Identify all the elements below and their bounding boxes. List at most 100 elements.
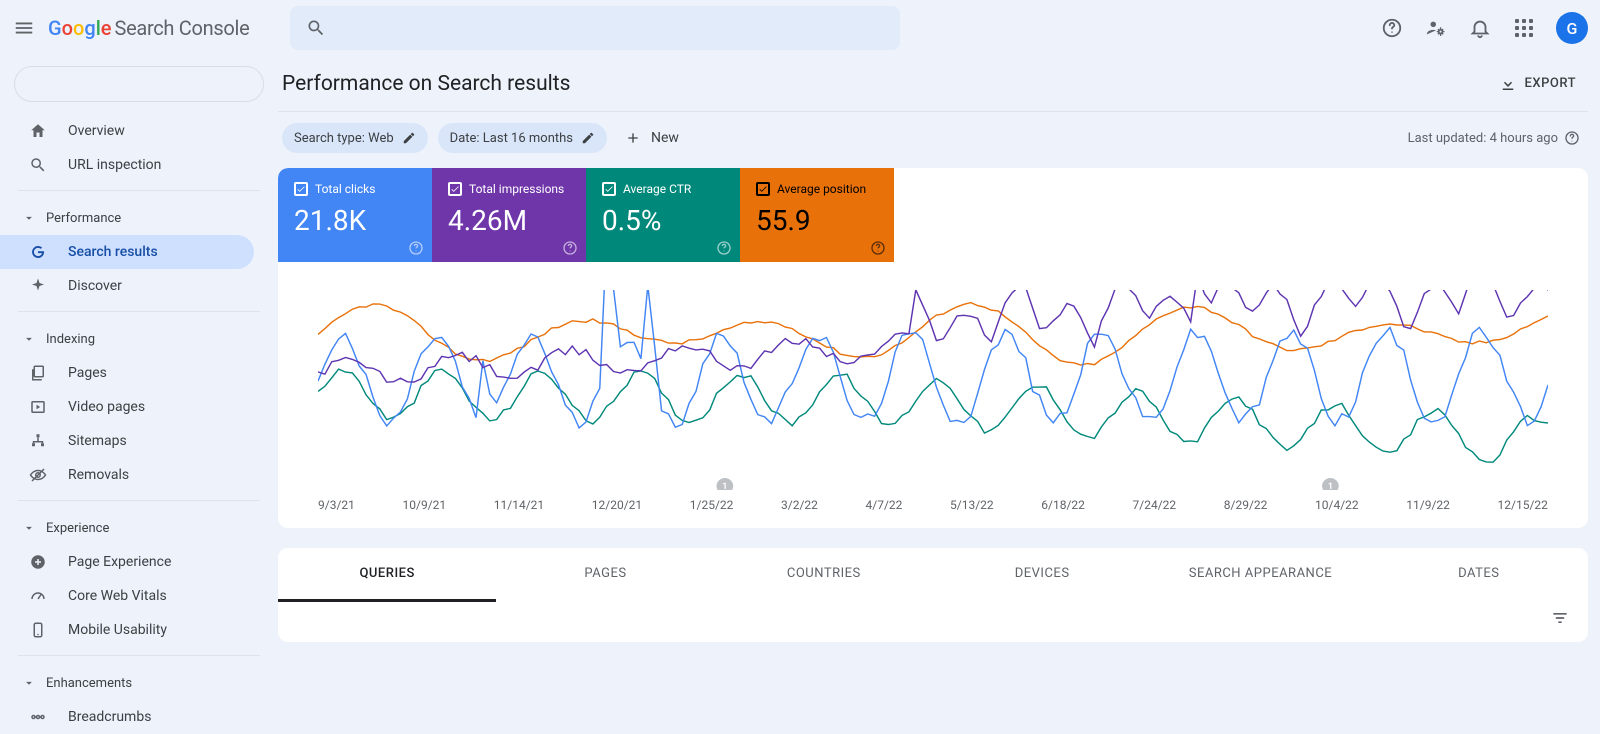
property-selector[interactable] [14,66,264,102]
appbar-right: G [1380,12,1588,44]
metric-label: Total impressions [469,182,564,196]
users-settings-icon[interactable] [1424,16,1448,40]
export-button[interactable]: EXPORT [1499,75,1588,93]
metric-average-position[interactable]: Average position 55.9 [740,168,894,262]
pages-icon [28,363,48,383]
export-label: EXPORT [1525,76,1576,91]
apps-icon[interactable] [1512,16,1536,40]
sidebar-section-enhancements[interactable]: Enhancements [0,666,278,700]
chip-label: Date: Last 16 months [450,131,573,146]
metric-total-impressions[interactable]: Total impressions 4.26M [432,168,586,262]
chart: 11 9/3/2110/9/2111/14/2112/20/211/25/223… [278,262,1588,528]
tab-pages[interactable]: PAGES [496,548,714,602]
avatar[interactable]: G [1556,12,1588,44]
tab-countries[interactable]: COUNTRIES [715,548,933,602]
sidebar-item-url-inspection[interactable]: URL inspection [0,148,254,182]
layout: Overview URL inspection Performance Sear… [0,56,1600,721]
notifications-icon[interactable] [1468,16,1492,40]
tab-search-appearance[interactable]: SEARCH APPEARANCE [1151,548,1369,602]
metric-value: 21.8K [294,204,416,237]
details-card: QUERIESPAGESCOUNTRIESDEVICESSEARCH APPEA… [278,548,1588,642]
sidebar-section-performance[interactable]: Performance [0,201,278,235]
google-logo[interactable]: Google Search Console [48,16,249,40]
sitemap-icon [28,431,48,451]
sidebar-item-video-pages[interactable]: Video pages [0,390,254,424]
x-axis-label: 11/9/22 [1406,498,1450,512]
search-icon [306,18,326,38]
speed-icon [28,586,48,606]
chart-x-axis: 9/3/2110/9/2111/14/2112/20/211/25/223/2/… [318,498,1548,512]
menu-icon[interactable] [12,16,36,40]
x-axis-label: 8/29/22 [1224,498,1268,512]
x-axis-label: 12/20/21 [592,498,642,512]
x-axis-label: 10/9/21 [403,498,447,512]
pencil-icon [402,131,416,145]
x-axis-label: 5/13/22 [950,498,994,512]
chip-date[interactable]: Date: Last 16 months [438,123,607,153]
filter-icon[interactable] [1550,608,1570,632]
chip-search-type[interactable]: Search type: Web [282,123,428,153]
performance-card: Total clicks 21.8K Total impressions 4.2… [278,168,1588,528]
chevron-down-icon [22,676,36,690]
appbar-left: Google Search Console [12,16,290,40]
sidebar-item-page-experience[interactable]: Page Experience [0,545,254,579]
sidebar-item-discover[interactable]: Discover [0,269,254,303]
sidebar-item-search-results[interactable]: Search results [0,235,254,269]
help-icon[interactable] [408,240,424,256]
plus-icon [625,130,641,146]
sidebar-section-experience[interactable]: Experience [0,511,278,545]
discover-icon [28,276,48,296]
x-axis-label: 6/18/22 [1041,498,1085,512]
tab-dates[interactable]: DATES [1370,548,1588,602]
chip-label: New [651,130,679,146]
search-input[interactable] [290,6,900,50]
help-icon[interactable] [716,240,732,256]
tab-devices[interactable]: DEVICES [933,548,1151,602]
x-axis-label: 11/14/21 [494,498,544,512]
filter-chips-row: Search type: Web Date: Last 16 months Ne… [278,112,1588,164]
chip-label: Search type: Web [294,131,394,146]
x-axis-label: 9/3/21 [318,498,355,512]
nav-label: Discover [68,278,122,294]
metric-value: 4.26M [448,204,570,237]
sidebar-item-mobile-usability[interactable]: Mobile Usability [0,613,254,647]
sidebar-item-pages[interactable]: Pages [0,356,254,390]
help-icon[interactable] [870,240,886,256]
metric-label: Average position [777,182,866,196]
x-axis-label: 1/25/22 [690,498,734,512]
help-icon[interactable] [1564,130,1580,146]
page-header: Performance on Search results EXPORT [278,56,1588,112]
video-icon [28,397,48,417]
sidebar-item-removals[interactable]: Removals [0,458,254,492]
x-axis-label: 4/7/22 [866,498,903,512]
last-updated: Last updated: 4 hours ago [1408,130,1588,146]
add-new-filter[interactable]: New [625,130,679,146]
x-axis-label: 7/24/22 [1133,498,1177,512]
sidebar: Overview URL inspection Performance Sear… [0,56,278,721]
app-bar: Google Search Console G [0,0,1600,56]
download-icon [1499,75,1517,93]
help-icon[interactable] [1380,16,1404,40]
metric-tiles: Total clicks 21.8K Total impressions 4.2… [278,168,1588,262]
nav-label: Overview [68,123,125,139]
sidebar-item-sitemaps[interactable]: Sitemaps [0,424,254,458]
search-icon [28,155,48,175]
sidebar-item-overview[interactable]: Overview [0,114,254,148]
metric-total-clicks[interactable]: Total clicks 21.8K [278,168,432,262]
tab-queries[interactable]: QUERIES [278,548,496,602]
chevron-down-icon [22,211,36,225]
help-icon[interactable] [562,240,578,256]
nav-label: Page Experience [68,554,171,570]
nav-label: URL inspection [68,157,161,173]
nav-label: Experience [46,521,109,536]
nav-label: Performance [46,211,121,226]
sidebar-item-breadcrumbs[interactable]: Breadcrumbs [0,700,254,734]
nav-label: Indexing [46,332,95,347]
nav-label: Video pages [68,399,145,415]
chevron-down-icon [22,521,36,535]
breadcrumbs-icon [28,707,48,727]
metric-average-ctr[interactable]: Average CTR 0.5% [586,168,740,262]
home-icon [28,121,48,141]
sidebar-item-core-web-vitals[interactable]: Core Web Vitals [0,579,254,613]
sidebar-section-indexing[interactable]: Indexing [0,322,278,356]
